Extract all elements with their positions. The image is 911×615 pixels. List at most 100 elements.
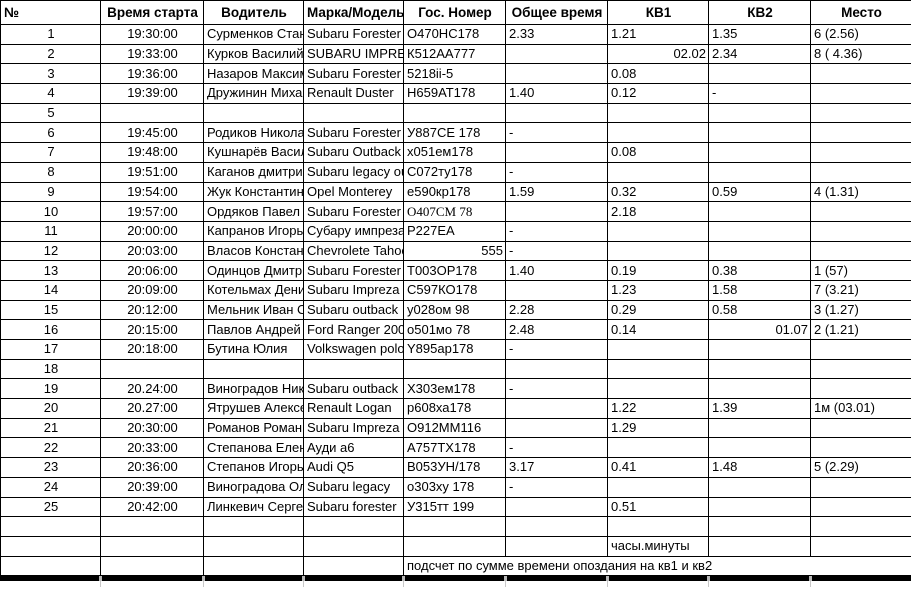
column-header-2[interactable]: Водитель [203, 0, 304, 25]
cell-r1-c0[interactable]: 1 [0, 24, 101, 45]
cell-r23-c5[interactable]: 3.17 [505, 457, 608, 478]
cell-r24-c7[interactable] [708, 476, 811, 498]
cell-r7-c7[interactable] [708, 142, 811, 163]
cell-r5-c6[interactable] [607, 102, 709, 124]
cell-r10-c8[interactable] [810, 201, 911, 222]
cell-r1-c3[interactable]: Subaru Forester [303, 24, 404, 45]
cell-r16-c2[interactable]: Павлов Андрей [203, 319, 304, 340]
cell-r2-c2[interactable]: Курков Василий [203, 43, 304, 65]
cell-r23-c7[interactable]: 1.48 [708, 457, 811, 478]
cell-r6-c6[interactable] [607, 122, 709, 144]
cell-r23-c3[interactable]: Audi Q5 [303, 457, 404, 478]
cell-r11-c4[interactable]: Р227ЕА [403, 220, 506, 242]
cell-r3-c6[interactable]: 0.08 [607, 63, 709, 85]
cell-r24-c2[interactable]: Виноградова Ол [203, 476, 304, 498]
cell-r19-c1[interactable]: 20.24:00 [100, 378, 204, 400]
cell-r17-c6[interactable] [607, 339, 709, 360]
cell-r1-c6[interactable]: 1.21 [607, 24, 709, 45]
cell-r25-c5[interactable] [505, 496, 608, 518]
cell-r15-c2[interactable]: Мельник Иван С [203, 299, 304, 321]
cell-r18-c7[interactable] [708, 358, 811, 380]
cell-r27-c3[interactable] [303, 535, 404, 557]
cell-r26-c8[interactable] [810, 516, 911, 537]
cell-r9-c8[interactable]: 4 (1.31) [810, 181, 911, 203]
cell-r10-c6[interactable]: 2.18 [607, 201, 709, 222]
cell-r12-c7[interactable] [708, 240, 811, 262]
cell-r10-c2[interactable]: Ордяков Павел [203, 201, 304, 222]
cell-r25-c7[interactable] [708, 496, 811, 518]
cell-r7-c8[interactable] [810, 142, 911, 163]
cell-r8-c8[interactable] [810, 161, 911, 183]
cell-r9-c0[interactable]: 9 [0, 181, 101, 203]
cell-r8-c0[interactable]: 8 [0, 161, 101, 183]
cell-r17-c2[interactable]: Бутина Юлия [203, 339, 304, 360]
cell-r2-c7[interactable]: 2.34 [708, 43, 811, 65]
cell-r26-c7[interactable] [708, 516, 811, 537]
cell-r3-c5[interactable] [505, 63, 608, 85]
cell-r14-c3[interactable]: Subaru Impreza [303, 279, 404, 301]
cell-r6-c1[interactable]: 19:45:00 [100, 122, 204, 144]
cell-r26-c1[interactable] [100, 516, 204, 537]
cell-r28-c3[interactable] [303, 555, 404, 577]
cell-r4-c1[interactable]: 19:39:00 [100, 83, 204, 104]
cell-r19-c6[interactable] [607, 378, 709, 400]
cell-r20-c6[interactable]: 1.22 [607, 398, 709, 419]
cell-r12-c6[interactable] [607, 240, 709, 262]
cell-r22-c4[interactable]: А757ТХ178 [403, 437, 506, 459]
cell-r15-c3[interactable]: Subaru outback [303, 299, 404, 321]
cell-r11-c0[interactable]: 11 [0, 220, 101, 242]
cell-r3-c3[interactable]: Subaru Forester [303, 63, 404, 85]
cell-r1-c8[interactable]: 6 (2.56) [810, 24, 911, 45]
cell-r11-c8[interactable] [810, 220, 911, 242]
cell-r15-c0[interactable]: 15 [0, 299, 101, 321]
cell-r6-c2[interactable]: Родиков Никола [203, 122, 304, 144]
cell-r1-c7[interactable]: 1.35 [708, 24, 811, 45]
cell-r21-c4[interactable]: О912ММ116 [403, 417, 506, 439]
cell-r18-c5[interactable] [505, 358, 608, 380]
cell-r9-c5[interactable]: 1.59 [505, 181, 608, 203]
cell-r15-c6[interactable]: 0.29 [607, 299, 709, 321]
cell-r19-c3[interactable]: Subaru outback [303, 378, 404, 400]
cell-r18-c0[interactable]: 18 [0, 358, 101, 380]
cell-r3-c7[interactable] [708, 63, 811, 85]
cell-r19-c7[interactable] [708, 378, 811, 400]
cell-r21-c8[interactable] [810, 417, 911, 439]
cell-r11-c7[interactable] [708, 220, 811, 242]
column-header-3[interactable]: Марка/Модель [303, 0, 404, 25]
cell-r11-c2[interactable]: Капранов Игорь [203, 220, 304, 242]
cell-r27-c6[interactable]: часы.минуты [607, 535, 709, 557]
cell-r18-c2[interactable] [203, 358, 304, 380]
cell-r3-c8[interactable] [810, 63, 911, 85]
cell-r7-c6[interactable]: 0.08 [607, 142, 709, 163]
cell-r1-c5[interactable]: 2.33 [505, 24, 608, 45]
cell-r28-c0[interactable] [0, 555, 101, 577]
cell-r14-c6[interactable]: 1.23 [607, 279, 709, 301]
cell-r14-c2[interactable]: Котельмах Дени [203, 279, 304, 301]
cell-r14-c5[interactable] [505, 279, 608, 301]
cell-r5-c0[interactable]: 5 [0, 102, 101, 124]
cell-r9-c1[interactable]: 19:54:00 [100, 181, 204, 203]
cell-r3-c0[interactable]: 3 [0, 63, 101, 85]
cell-r4-c8[interactable] [810, 83, 911, 104]
cell-r6-c7[interactable] [708, 122, 811, 144]
cell-r25-c2[interactable]: Линкевич Серге [203, 496, 304, 518]
cell-r8-c6[interactable] [607, 161, 709, 183]
cell-r24-c8[interactable] [810, 476, 911, 498]
cell-r27-c1[interactable] [100, 535, 204, 557]
cell-r8-c1[interactable]: 19:51:00 [100, 161, 204, 183]
cell-r21-c6[interactable]: 1.29 [607, 417, 709, 439]
cell-r4-c3[interactable]: Renault Duster [303, 83, 404, 104]
cell-r2-c6[interactable]: 02.02 [607, 43, 709, 65]
cell-r14-c4[interactable]: С597КО178 [403, 279, 506, 301]
cell-r19-c5[interactable]: - [505, 378, 608, 400]
cell-r12-c1[interactable]: 20:03:00 [100, 240, 204, 262]
cell-r8-c5[interactable]: - [505, 161, 608, 183]
cell-r22-c3[interactable]: Ауди а6 [303, 437, 404, 459]
cell-r23-c4[interactable]: В053УН/178 [403, 457, 506, 478]
cell-r1-c2[interactable]: Сурменков Стан [203, 24, 304, 45]
cell-r12-c2[interactable]: Власов Констан [203, 240, 304, 262]
cell-r2-c1[interactable]: 19:33:00 [100, 43, 204, 65]
cell-r14-c1[interactable]: 20:09:00 [100, 279, 204, 301]
cell-r20-c8[interactable]: 1м (03.01) [810, 398, 911, 419]
cell-r5-c1[interactable] [100, 102, 204, 124]
